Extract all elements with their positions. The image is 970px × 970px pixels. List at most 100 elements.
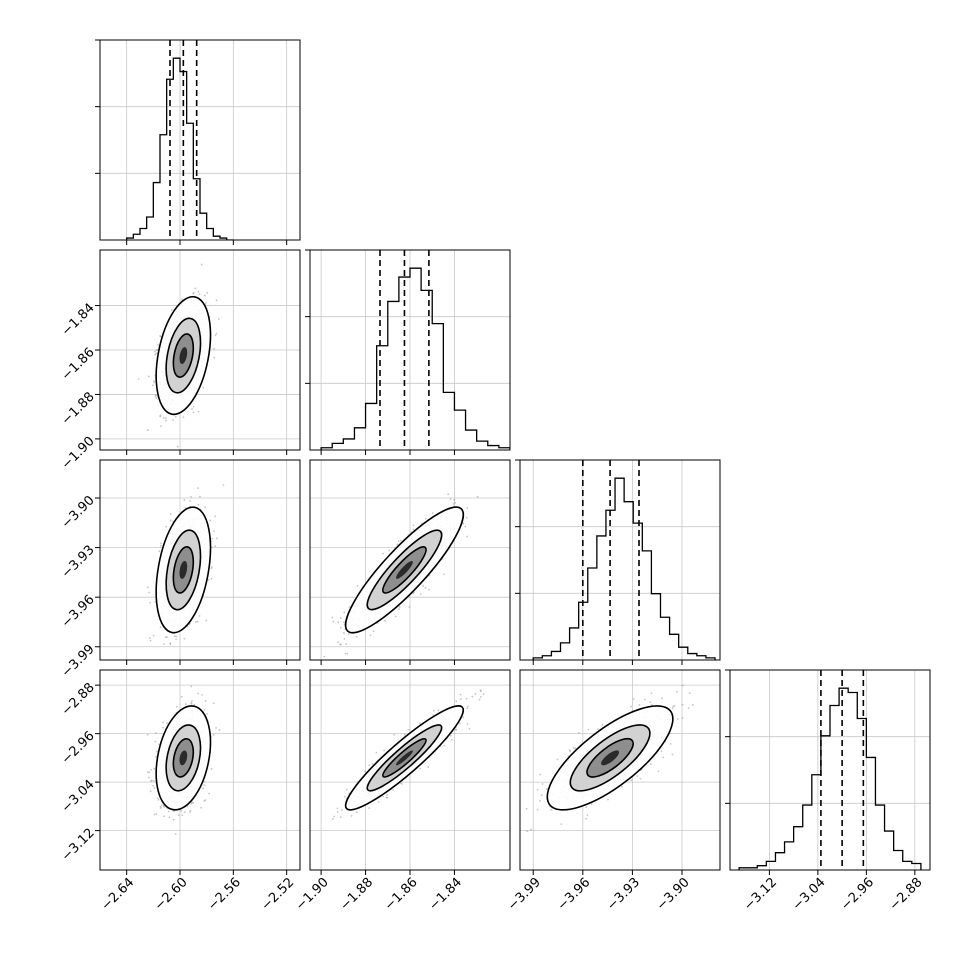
scatter-point — [194, 287, 197, 290]
scatter-point — [155, 349, 158, 352]
panel-frame — [309, 459, 511, 661]
histogram-step — [320, 267, 510, 450]
scatter-point — [150, 768, 152, 771]
scatter-point — [154, 394, 157, 396]
scatter-point — [153, 787, 156, 789]
scatter-point — [466, 507, 469, 509]
scatter-point — [197, 487, 199, 490]
scatter-point — [159, 335, 162, 337]
scatter-point — [206, 712, 208, 715]
scatter-point — [343, 611, 346, 614]
contour-level — [396, 560, 413, 579]
scatter-point — [155, 352, 157, 355]
scatter-point — [388, 549, 391, 552]
panel-1-1 — [305, 249, 511, 455]
scatter-point — [337, 641, 340, 643]
scatter-point — [162, 721, 165, 724]
scatter-point — [412, 528, 415, 531]
scatter-point — [154, 395, 157, 398]
scatter-point — [453, 498, 456, 501]
scatter-point — [159, 415, 162, 418]
scatter-point — [153, 767, 156, 770]
panel-inner-3-0 — [100, 670, 300, 870]
scatter-point — [152, 779, 155, 782]
contour-level — [179, 347, 188, 364]
scatter-point — [167, 810, 170, 813]
scatter-point — [146, 429, 149, 431]
scatter-point — [419, 593, 422, 595]
y-tick-label: −3.90 — [59, 493, 98, 532]
scatter-point — [203, 800, 206, 802]
scatter-point — [149, 639, 152, 642]
scatter-point — [175, 638, 177, 641]
scatter-point — [183, 499, 186, 501]
panel-inner-1-1 — [310, 250, 510, 450]
scatter-point — [192, 411, 195, 414]
panel-frame — [99, 459, 301, 661]
scatter-point — [343, 638, 346, 640]
panel-frame — [99, 39, 301, 241]
scatter-point — [339, 617, 342, 620]
scatter-point — [397, 540, 400, 543]
scatter-point — [215, 537, 218, 540]
scatter-point — [203, 784, 206, 787]
scatter-point — [202, 386, 205, 389]
scatter-point — [183, 637, 186, 640]
histogram-step — [126, 57, 234, 240]
y-tick-label: −1.90 — [59, 434, 98, 473]
scatter-point — [158, 550, 161, 553]
scatter-point — [355, 635, 358, 638]
histogram-step — [532, 477, 716, 660]
scatter-point — [347, 633, 350, 635]
scatter-point — [210, 578, 213, 580]
scatter-point — [206, 291, 209, 294]
scatter-point — [198, 615, 201, 617]
scatter-point — [148, 771, 151, 774]
scatter-point — [147, 776, 150, 779]
panel-frame — [99, 249, 301, 451]
scatter-point — [190, 495, 192, 498]
scatter-point — [184, 811, 186, 813]
scatter-point — [204, 506, 207, 509]
scatter-point — [466, 516, 468, 519]
scatter-point — [398, 608, 400, 611]
panel-2-2 — [515, 459, 721, 665]
scatter-point — [168, 816, 171, 819]
panel-2-1 — [309, 459, 511, 665]
y-tick-label: −3.96 — [59, 592, 98, 631]
scatter-point — [343, 632, 345, 634]
scatter-point — [165, 636, 168, 639]
scatter-point — [157, 798, 160, 801]
scatter-point — [159, 807, 162, 809]
scatter-point — [162, 416, 165, 419]
scatter-point — [173, 810, 175, 813]
y-tick-label: −3.93 — [59, 543, 98, 582]
scatter-point — [339, 626, 342, 629]
scatter-point — [148, 591, 151, 594]
scatter-point — [162, 726, 165, 729]
panel-inner-2-0 — [100, 460, 300, 660]
scatter-point — [153, 813, 156, 816]
scatter-point — [331, 616, 334, 619]
scatter-point — [454, 501, 457, 504]
scatter-point — [201, 693, 203, 696]
scatter-point — [214, 515, 216, 518]
scatter-point — [193, 703, 196, 706]
scatter-point — [163, 806, 166, 808]
scatter-point — [191, 700, 193, 702]
panel-3-0: −3.12−3.04−2.96−2.88−2.64 −2.60 −2.56 −2.52 — [59, 669, 301, 914]
scatter-point — [174, 415, 177, 418]
scatter-point — [203, 294, 206, 297]
scatter-point — [154, 353, 157, 356]
scatter-point — [166, 722, 168, 725]
panel-inner-2-1 — [310, 460, 510, 660]
scatter-point — [424, 517, 427, 520]
scatter-point — [383, 619, 386, 622]
scatter-point — [155, 812, 158, 815]
scatter-point — [215, 726, 217, 729]
scatter-point — [339, 643, 342, 646]
scatter-point — [176, 445, 179, 448]
scatter-point — [413, 591, 415, 594]
scatter-point — [160, 804, 163, 807]
scatter-point — [151, 384, 154, 387]
